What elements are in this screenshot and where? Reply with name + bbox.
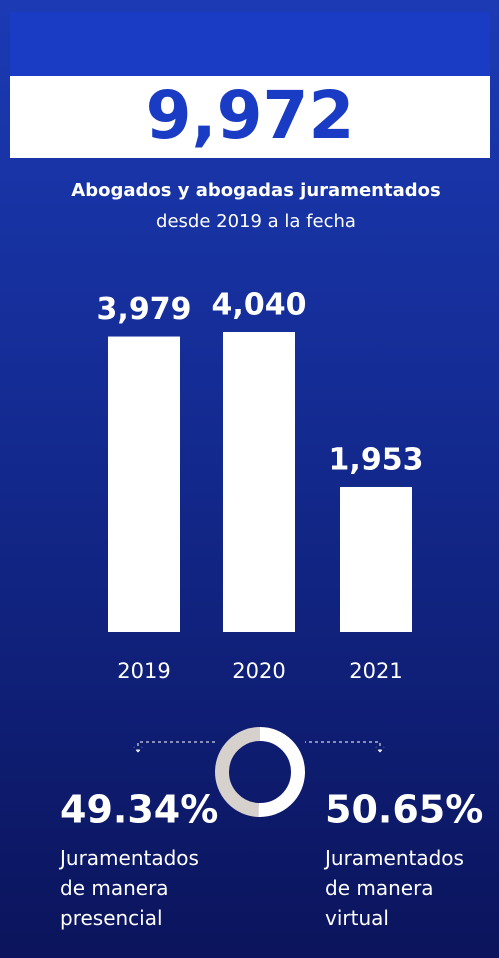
headline-band bbox=[10, 76, 490, 158]
value-label: 1,953 bbox=[329, 442, 424, 477]
percent-label: 50.65% bbox=[325, 788, 483, 832]
top-band bbox=[10, 12, 490, 76]
value-label: 3,979 bbox=[97, 292, 192, 327]
x-tick-label: 2019 bbox=[117, 659, 170, 683]
segment-label: Juramentados de manera presencial bbox=[60, 846, 199, 930]
value-label: 4,040 bbox=[212, 288, 307, 323]
bar bbox=[108, 336, 180, 632]
x-tick-label: 2020 bbox=[232, 659, 285, 683]
headline: 9,972 bbox=[146, 77, 355, 154]
arrow-left bbox=[133, 741, 215, 753]
percent-label: 49.34% bbox=[60, 788, 218, 832]
bar bbox=[223, 332, 295, 632]
segment-label: Juramentados de manera virtual bbox=[325, 846, 464, 930]
chart-title: Abogados y abogadas juramentados bbox=[71, 180, 440, 201]
chart-subtitle: desde 2019 a la fecha bbox=[156, 211, 356, 232]
donut-segment bbox=[258, 727, 305, 817]
x-tick-label: 2021 bbox=[349, 659, 402, 683]
donut-segment bbox=[215, 727, 261, 817]
bar bbox=[340, 486, 412, 632]
arrow-right bbox=[305, 741, 385, 753]
